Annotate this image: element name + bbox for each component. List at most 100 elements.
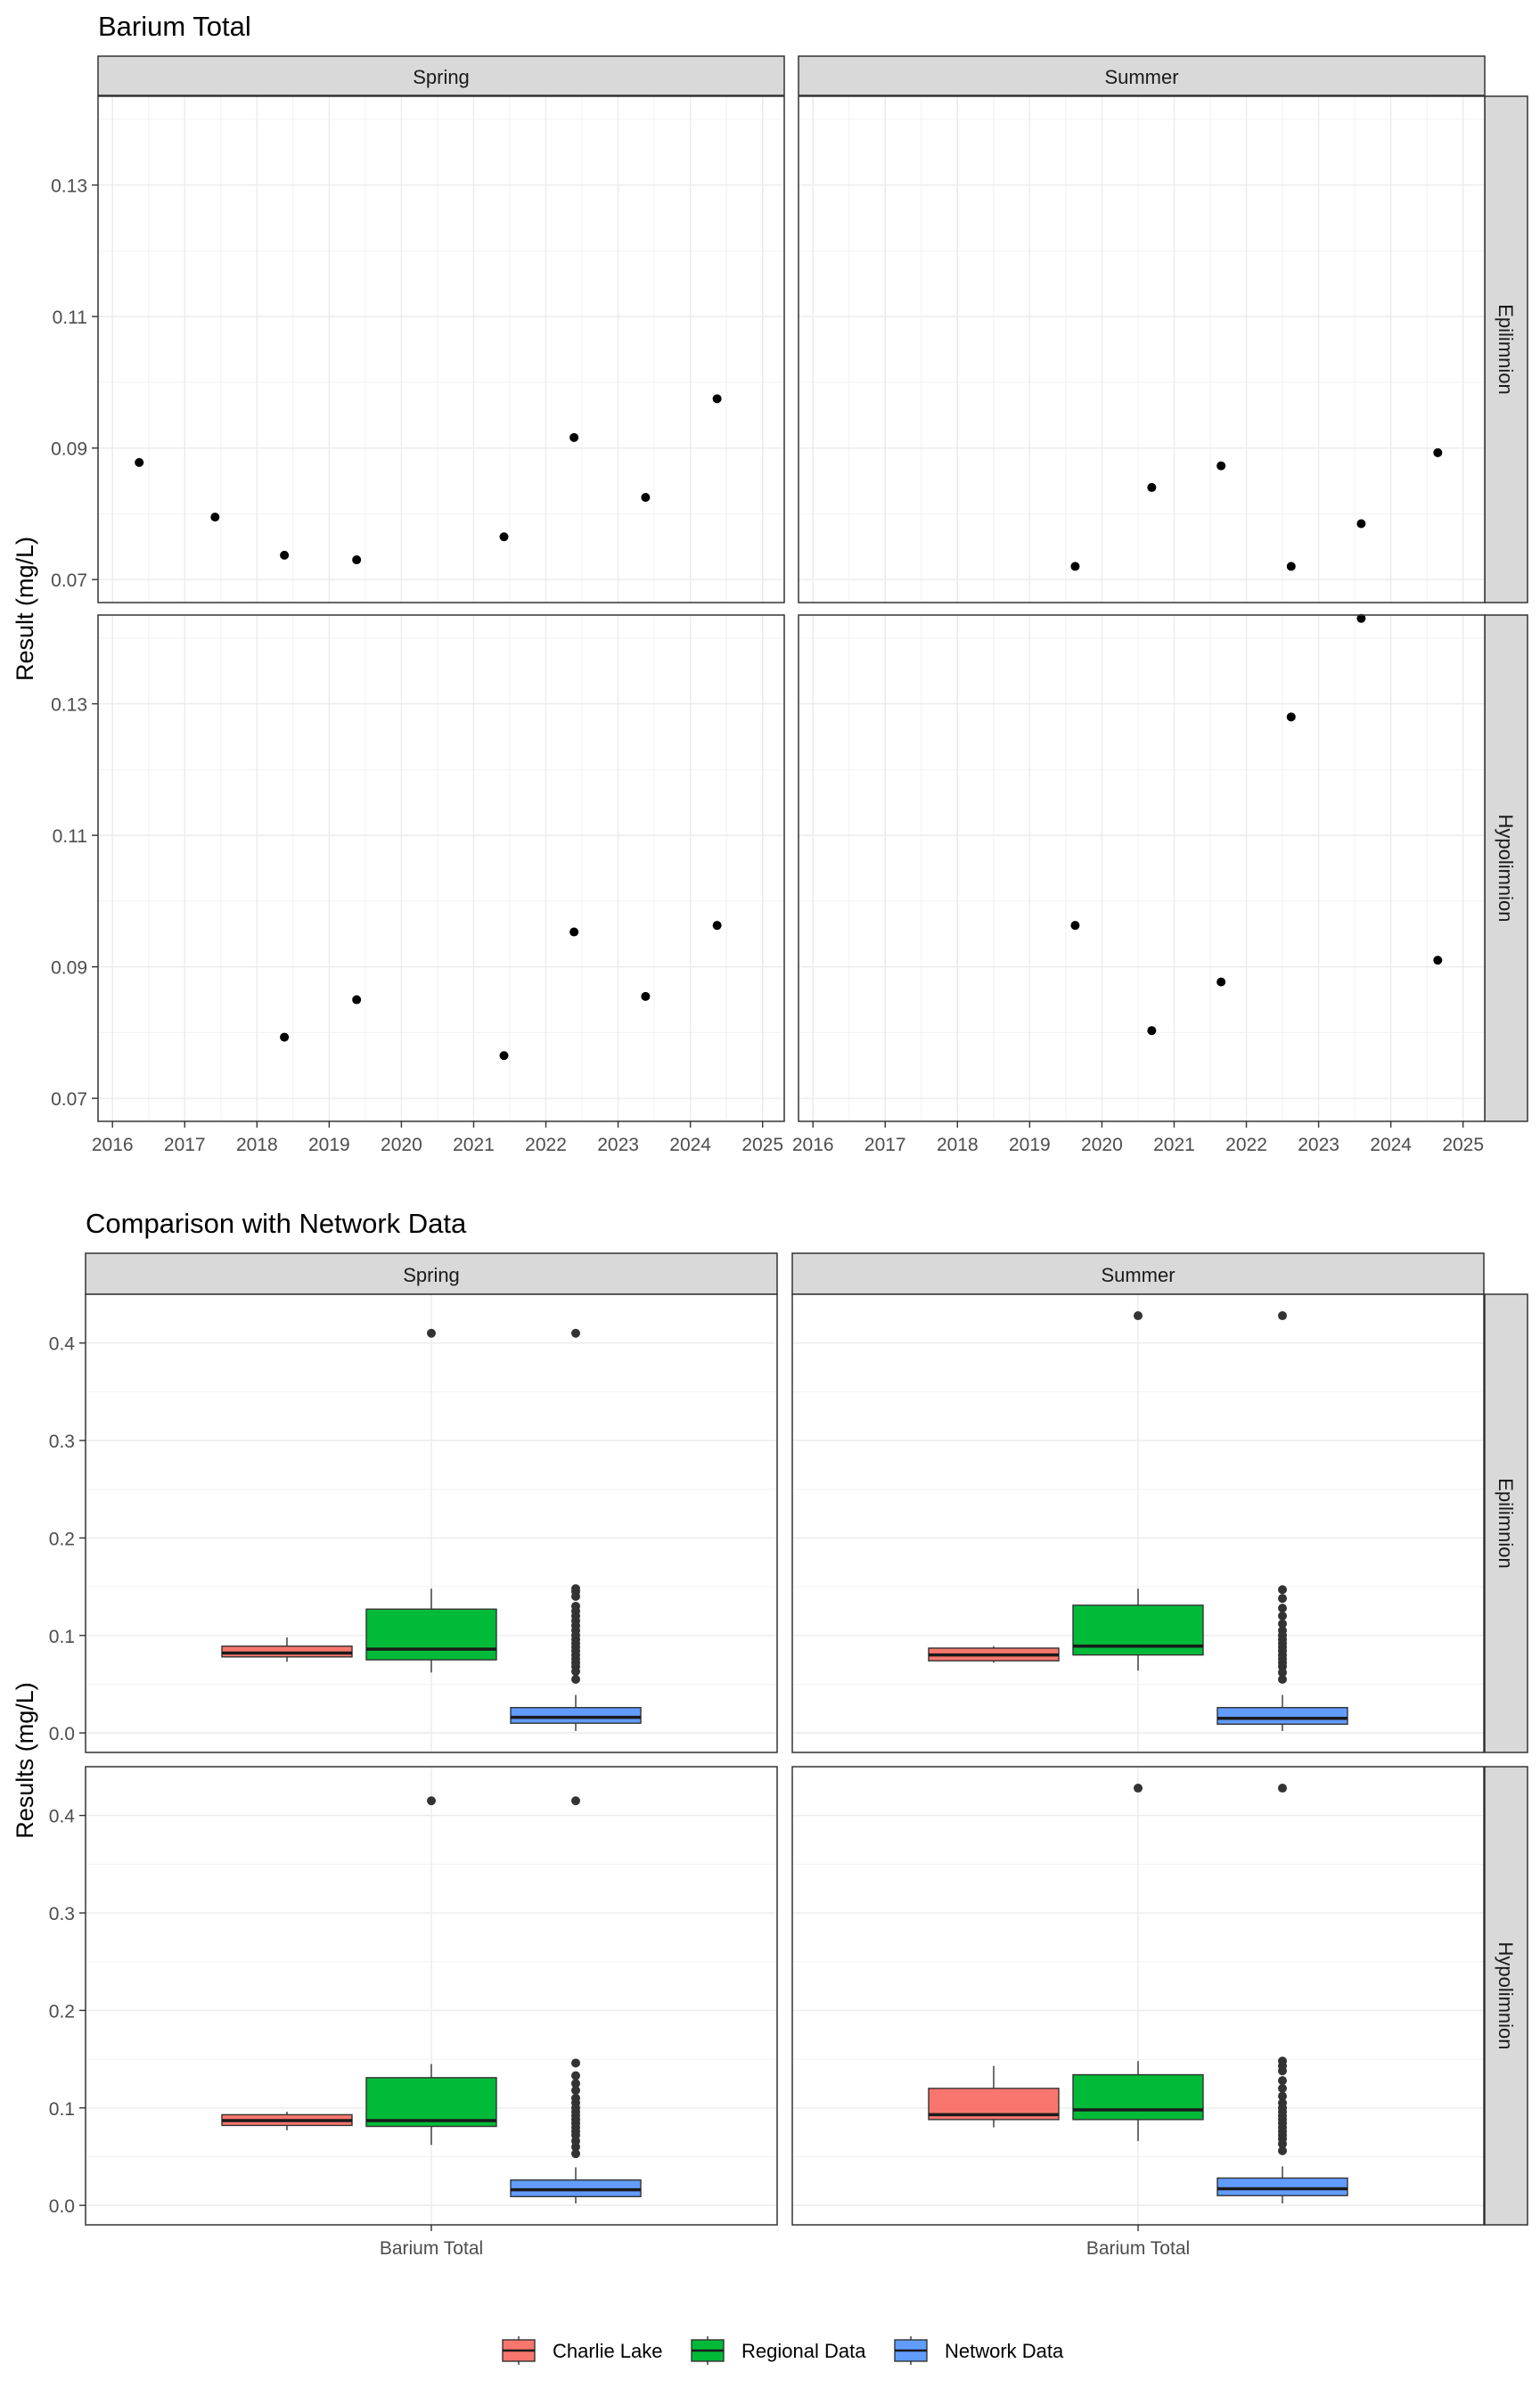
outlier-point xyxy=(571,2086,580,2096)
x-tick-label: 2024 xyxy=(1370,1135,1412,1155)
chart1-strip-label-summer: Summer xyxy=(1104,66,1178,88)
outlier-point xyxy=(1278,1604,1287,1613)
panel-border xyxy=(791,1293,1485,1753)
panel-background xyxy=(799,96,1485,603)
chart2-panel-spring-hypolimnion: 0.0 0.1 0.2 0.3 0.4 Barium Total xyxy=(49,1766,778,2259)
outlier-point xyxy=(1278,1585,1287,1595)
box-body xyxy=(1216,1706,1348,1725)
x-tick-label: Barium Total xyxy=(380,2238,483,2259)
x-tick-label: 2017 xyxy=(164,1135,206,1155)
y-tick-label: 0.0 xyxy=(49,2196,75,2217)
y-tick-label: 0.13 xyxy=(51,176,87,197)
box-regional-data xyxy=(1072,1311,1204,1671)
x-tick-label: 2019 xyxy=(308,1135,350,1155)
x-tick-label: 2025 xyxy=(741,1135,783,1155)
data-point xyxy=(280,550,290,560)
outlier-point xyxy=(1278,1594,1287,1604)
panel-border xyxy=(97,95,785,603)
x-tick-label: 2019 xyxy=(1009,1135,1051,1155)
y-tick-label: 0.2 xyxy=(49,2001,75,2022)
x-tick-label: 2022 xyxy=(1225,1135,1267,1155)
box-regional-data xyxy=(365,1796,497,2146)
legend-label: Regional Data xyxy=(741,2340,866,2362)
data-point xyxy=(1286,562,1296,571)
data-point xyxy=(1216,461,1226,471)
y-tick-label: 0.3 xyxy=(49,1904,75,1924)
outlier-point xyxy=(1278,2146,1287,2155)
x-tick-label: 2023 xyxy=(1298,1135,1339,1155)
y-tick-label: 0.07 xyxy=(51,1089,87,1110)
panel-border xyxy=(798,614,1486,1122)
y-tick-label: 0.2 xyxy=(49,1529,75,1549)
chart1-strip-spring xyxy=(97,55,785,96)
chart1-panel-summer-epilimnion xyxy=(798,95,1486,603)
outlier-point xyxy=(1134,1784,1143,1793)
outlier-point xyxy=(571,2093,580,2103)
x-tick-label: 2018 xyxy=(937,1135,979,1155)
y-tick-label: 0.09 xyxy=(51,439,87,460)
data-point xyxy=(569,927,579,937)
y-tick-label: 0.1 xyxy=(49,2099,75,2120)
chart1-title: Barium Total xyxy=(98,11,251,42)
data-point xyxy=(135,457,144,467)
chart2-strip-label-summer: Summer xyxy=(1101,1264,1175,1286)
y-tick-label: 0.13 xyxy=(51,695,87,716)
box-body xyxy=(510,1706,642,1724)
chart2-y-axis-title: Results (mg/L) xyxy=(12,1682,38,1839)
x-tick-label: 2021 xyxy=(453,1135,495,1155)
panel-border xyxy=(798,95,1486,603)
box-network-data xyxy=(510,1796,642,2203)
outlier-point xyxy=(571,1796,580,1806)
box-charlie-lake xyxy=(928,2065,1060,2128)
box-regional-data xyxy=(365,1328,497,1673)
chart1-strip-hypolimnion xyxy=(1484,614,1528,1122)
data-point xyxy=(1070,562,1080,571)
chart1-panel-spring-hypolimnion: 0.07 0.09 0.11 0.13 2016 2017 2018 2019 2020 2021… xyxy=(51,614,785,1155)
x-tick-label: 2024 xyxy=(669,1135,711,1155)
y-tick-label: 0.09 xyxy=(51,958,87,979)
outlier-point xyxy=(1278,2091,1287,2101)
chart2-strip-summer xyxy=(791,1252,1485,1295)
x-tick-label: 2023 xyxy=(597,1135,639,1155)
y-tick-label: 0.0 xyxy=(49,1724,75,1744)
y-tick-label: 0.3 xyxy=(49,1432,75,1452)
outlier-point xyxy=(1278,1674,1287,1684)
chart2-panel-summer-hypolimnion: Barium Total xyxy=(791,1766,1485,2259)
box-charlie-lake xyxy=(928,1645,1060,1663)
data-point xyxy=(1147,482,1157,492)
chart1-panel-summer-hypolimnion: 2016 2017 2018 2019 2020 2021 2022 2023 2024 2025 xyxy=(792,613,1486,1155)
y-tick-label: 0.07 xyxy=(51,570,87,591)
box-body xyxy=(1216,2177,1348,2196)
x-tick-label: 2016 xyxy=(792,1135,834,1155)
x-tick-label: Barium Total xyxy=(1086,2238,1190,2259)
data-point xyxy=(1147,1026,1157,1036)
data-point xyxy=(569,432,579,442)
box-body xyxy=(365,2077,497,2128)
data-point xyxy=(641,991,651,1001)
legend: Charlie Lake Regional Data Network Data xyxy=(502,2336,1064,2365)
outlier-point xyxy=(1278,1619,1287,1629)
legend-label: Network Data xyxy=(945,2340,1064,2362)
outlier-point xyxy=(1278,2098,1287,2108)
panel-background xyxy=(98,96,784,603)
box-charlie-lake xyxy=(221,2112,353,2130)
legend-item-charlie-lake: Charlie Lake xyxy=(502,2336,663,2365)
outlier-point xyxy=(1278,2083,1287,2093)
outlier-point xyxy=(1278,2076,1287,2086)
outlier-point xyxy=(1278,1626,1287,1636)
box-body xyxy=(1072,2073,1204,2121)
outlier-point xyxy=(571,1328,580,1338)
outlier-point xyxy=(571,2149,580,2159)
box-regional-data xyxy=(1072,1784,1204,2141)
chart2-strip-label-hypolimnion: Hypolimnion xyxy=(1495,1941,1517,2049)
legend-item-regional-data: Regional Data xyxy=(691,2336,866,2365)
outlier-point xyxy=(571,1601,580,1611)
x-tick-label: 2025 xyxy=(1442,1135,1484,1155)
data-point xyxy=(712,921,722,931)
chart1-panel-spring-epilimnion: 0.07 0.09 0.11 0.13 xyxy=(51,95,785,603)
x-tick-label: 2016 xyxy=(92,1135,134,1155)
data-point xyxy=(210,513,220,522)
data-point xyxy=(1433,956,1443,965)
chart1-strip-label-epilimnion: Epilimnion xyxy=(1495,304,1517,395)
